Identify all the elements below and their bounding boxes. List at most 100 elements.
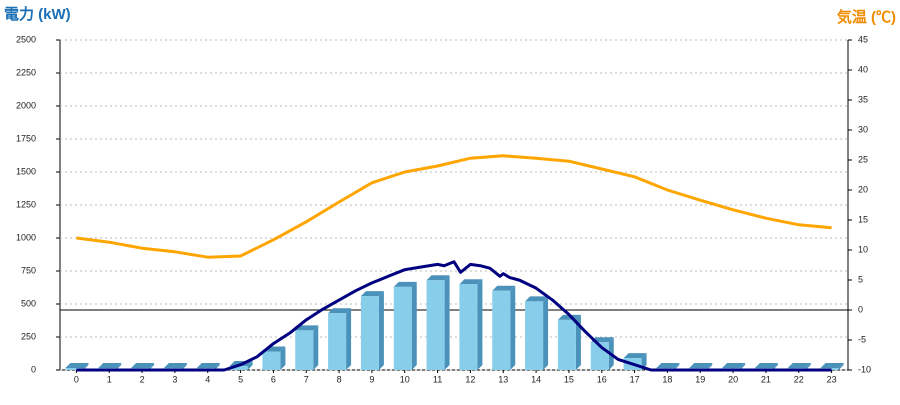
y2-tick-label: 5	[858, 274, 863, 284]
bar-top	[98, 363, 122, 369]
y-tick-label: 1250	[16, 199, 36, 209]
x-tick-label: 20	[728, 374, 738, 384]
x-tick-label: 17	[630, 374, 640, 384]
bar	[229, 366, 248, 370]
bar	[459, 284, 478, 370]
bar-top	[656, 363, 680, 369]
bar	[360, 296, 379, 370]
bar-top	[525, 296, 549, 302]
x-tick-label: 8	[337, 374, 342, 384]
bar-side	[575, 314, 581, 370]
x-tick-label: 1	[107, 374, 112, 384]
bar-side	[313, 325, 319, 370]
bar-side	[214, 363, 220, 370]
y2-tick-label: 10	[858, 244, 868, 254]
y-tick-label: 250	[21, 331, 36, 341]
y2-axis-title: 気温 (℃)	[837, 8, 896, 26]
x-tick-label: 15	[564, 374, 574, 384]
x-tick-label: 21	[761, 374, 771, 384]
y2-tick-label: -10	[858, 364, 871, 374]
bar-side	[181, 363, 187, 370]
bar-top	[754, 363, 778, 369]
bar	[525, 301, 544, 370]
bar-side	[116, 363, 122, 370]
x-tick-label: 5	[238, 374, 243, 384]
bar-top	[820, 363, 844, 369]
bar	[328, 313, 347, 370]
bar-side	[543, 296, 549, 370]
bar-side	[346, 308, 352, 370]
bar	[262, 351, 281, 370]
y2-tick-label: 30	[858, 124, 868, 134]
bar	[492, 290, 511, 370]
y-tick-label: 1750	[16, 133, 36, 143]
x-tick-label: 7	[304, 374, 309, 384]
bar-side	[641, 353, 647, 370]
x-tick-label: 10	[400, 374, 410, 384]
x-tick-label: 13	[498, 374, 508, 384]
x-tick-label: 22	[794, 374, 804, 384]
x-tick-label: 0	[74, 374, 79, 384]
bar-side	[674, 363, 680, 370]
y2-tick-label: 20	[858, 184, 868, 194]
y2-tick-label: 40	[858, 64, 868, 74]
bar-top	[328, 308, 352, 314]
y-tick-label: 750	[21, 265, 36, 275]
bar-side	[378, 291, 384, 370]
x-tick-label: 3	[172, 374, 177, 384]
x-tick-label: 14	[531, 374, 541, 384]
bar-top	[360, 291, 384, 297]
y-tick-label: 500	[21, 298, 36, 308]
x-tick-label: 23	[827, 374, 837, 384]
y2-tick-label: 0	[858, 304, 863, 314]
x-tick-label: 6	[271, 374, 276, 384]
bar-top	[492, 285, 516, 291]
bar-top	[393, 281, 417, 287]
y2-tick-label: 35	[858, 94, 868, 104]
bar	[557, 319, 576, 370]
y-tick-label: 0	[31, 364, 36, 374]
y-tick-label: 2500	[16, 34, 36, 44]
line	[76, 154, 832, 259]
bar-top	[722, 363, 746, 369]
y2-tick-label: 45	[858, 34, 868, 44]
bar-side	[838, 363, 844, 370]
bar-top	[163, 363, 187, 369]
bar-side	[83, 363, 89, 370]
bar-side	[247, 361, 253, 370]
bar-side	[772, 363, 778, 370]
bar-top	[623, 353, 647, 359]
bar-top	[787, 363, 811, 369]
x-tick-label: 18	[662, 374, 672, 384]
line	[76, 260, 832, 372]
bar-top	[557, 314, 581, 320]
bar-top	[65, 363, 89, 369]
bar-side	[707, 363, 713, 370]
bar-side	[805, 363, 811, 370]
bar-side	[411, 281, 417, 370]
x-tick-label: 11	[433, 374, 442, 384]
bar-top	[295, 325, 319, 331]
bar-top	[131, 363, 155, 369]
x-tick-label: 19	[695, 374, 705, 384]
y-tick-label: 1500	[16, 166, 36, 176]
y2-tick-label: 15	[858, 214, 868, 224]
bar	[295, 330, 314, 370]
y-tick-label: 2000	[16, 100, 36, 110]
bar-top	[459, 279, 483, 285]
bar-top	[426, 275, 450, 281]
x-tick-label: 9	[369, 374, 374, 384]
bar	[393, 286, 412, 370]
bar-top	[689, 363, 713, 369]
y-axis-title: 電力 (kW)	[4, 5, 71, 23]
bar-side	[740, 363, 746, 370]
bar-top	[196, 363, 220, 369]
y-tick-label: 1000	[16, 232, 36, 242]
x-tick-label: 2	[140, 374, 145, 384]
y2-tick-label: 25	[858, 154, 868, 164]
bar-side	[510, 285, 516, 370]
y-tick-label: 2250	[16, 67, 36, 77]
bar	[65, 368, 84, 370]
x-tick-label: 4	[205, 374, 210, 384]
